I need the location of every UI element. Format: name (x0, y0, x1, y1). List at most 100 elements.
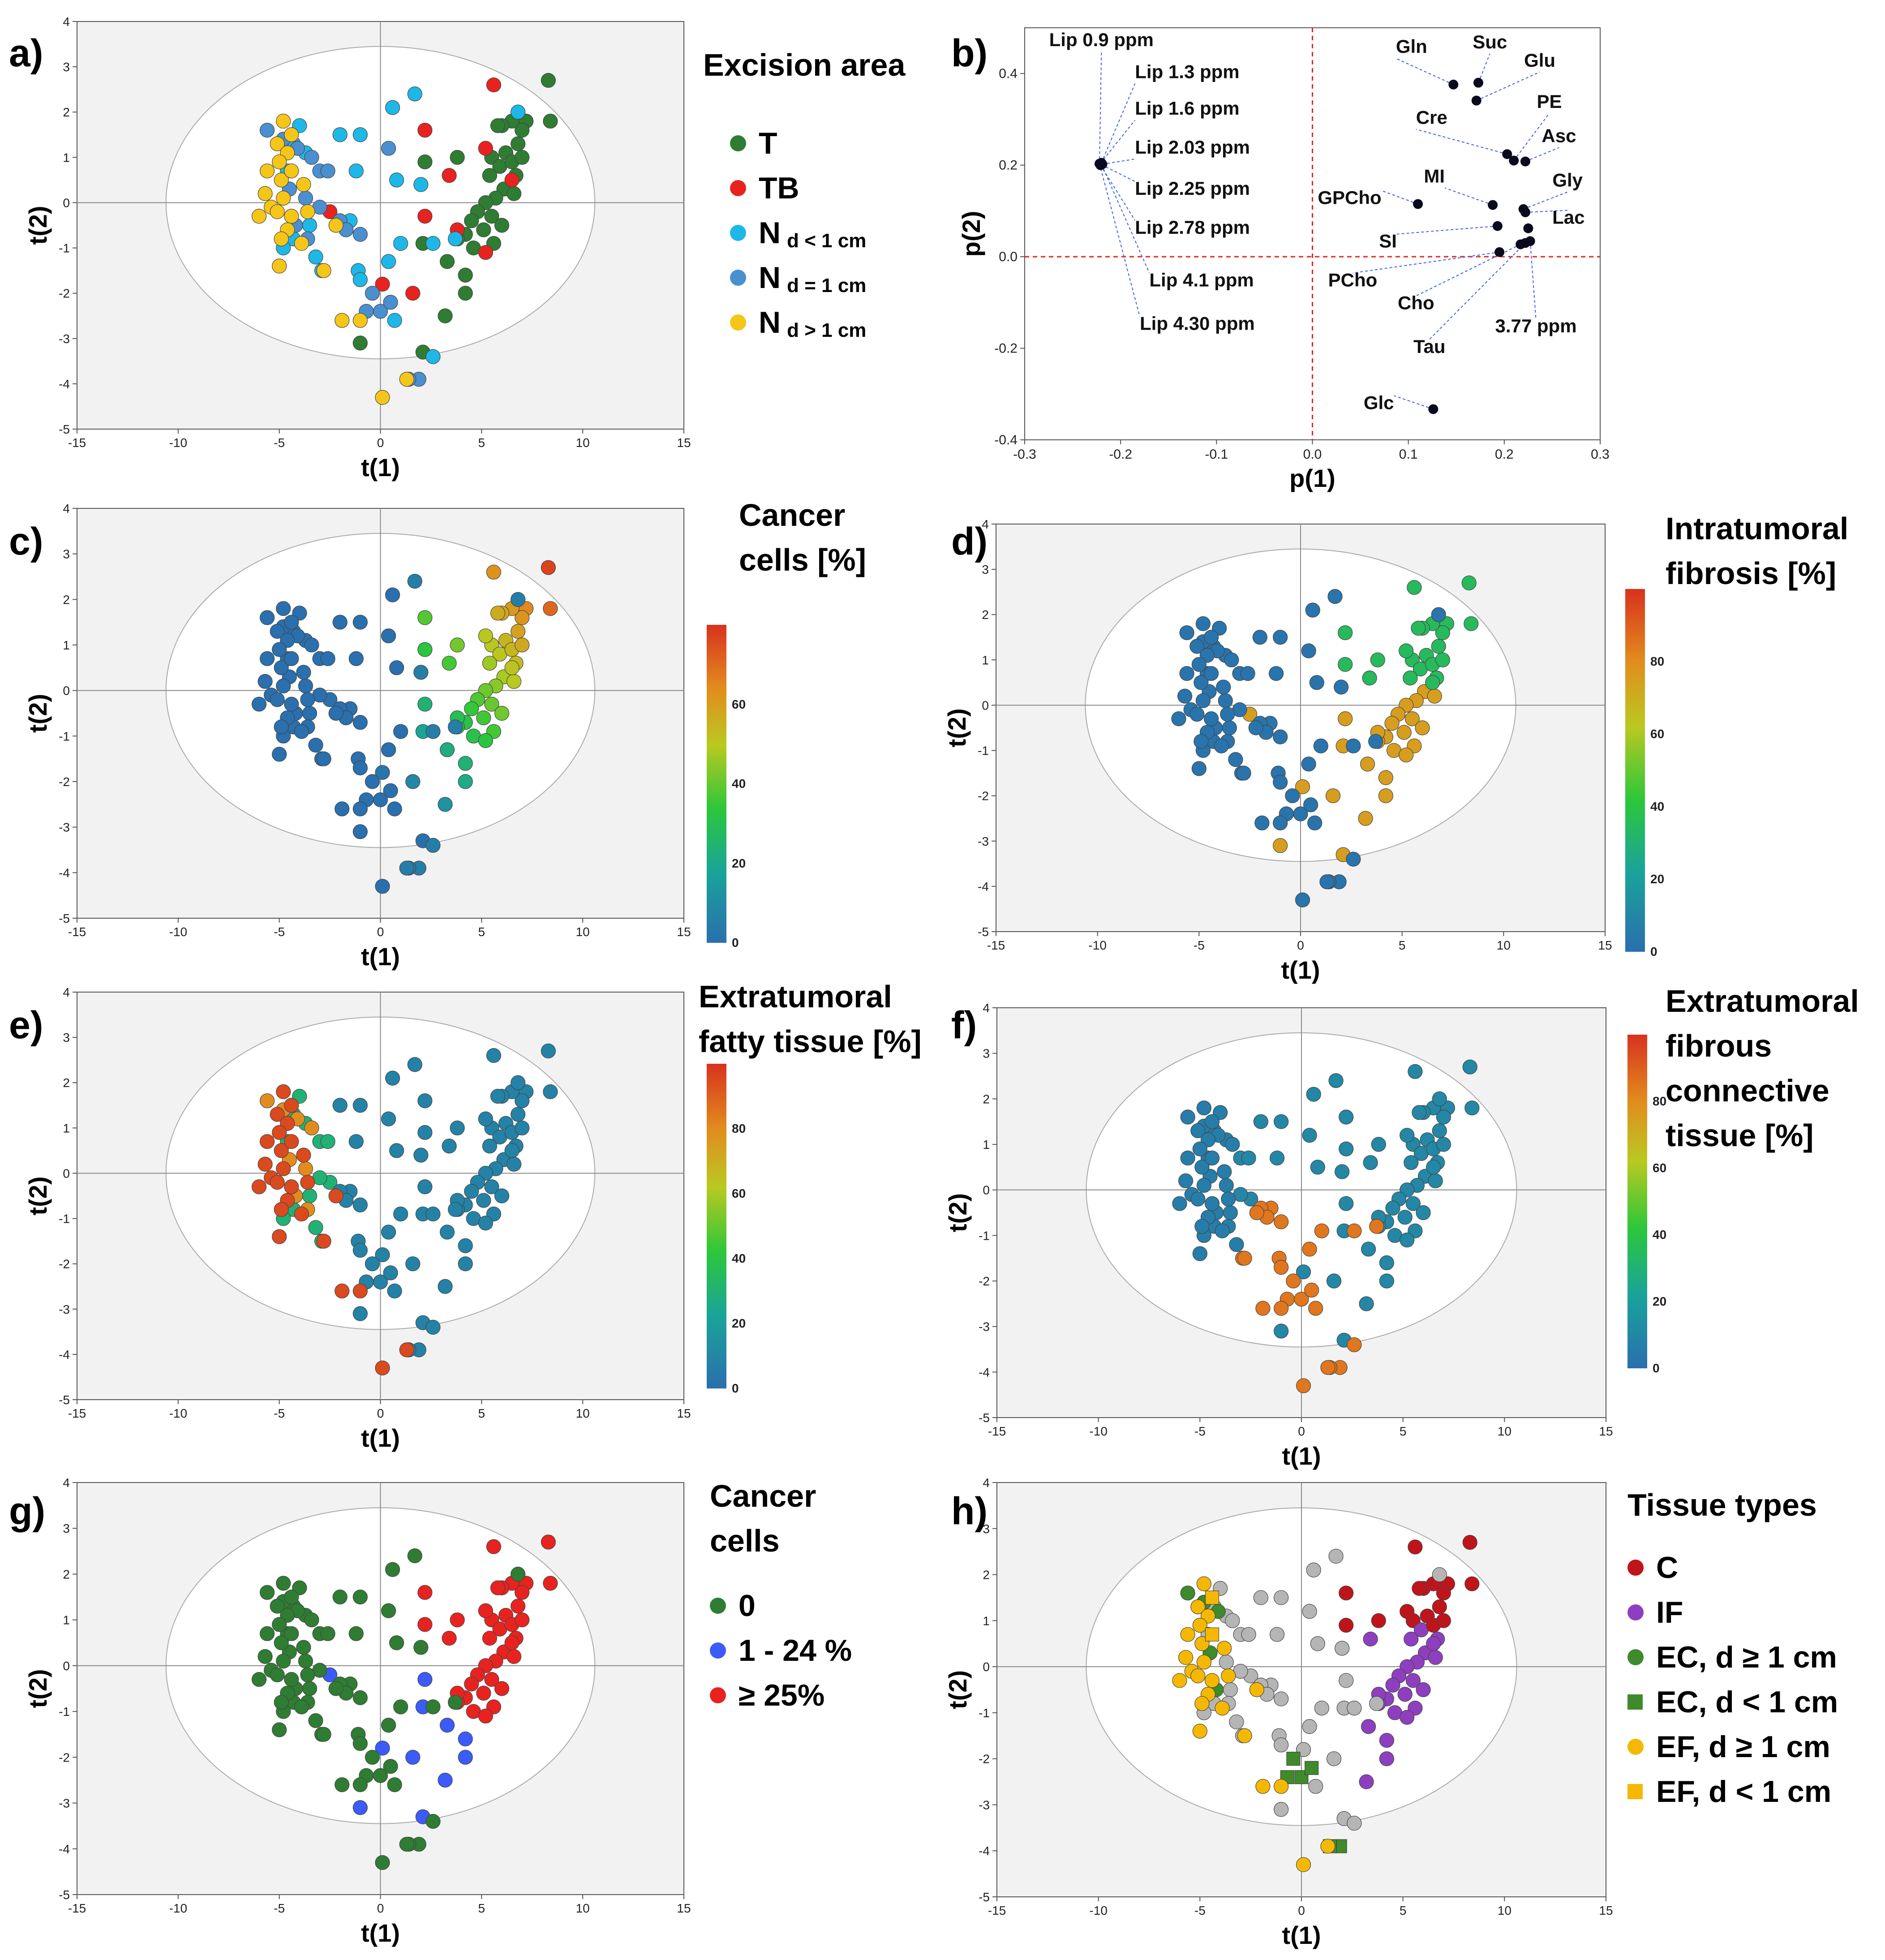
legend-marker (730, 180, 746, 196)
legend-item: EF, d ≥ 1 cm (1627, 1724, 1838, 1769)
x-tick-label: 15 (677, 1901, 691, 1915)
data-point (1362, 671, 1377, 686)
data-point (438, 1772, 453, 1788)
data-point (1426, 1160, 1441, 1175)
y-tick-label: -1 (978, 744, 989, 758)
data-point (284, 1134, 299, 1149)
colorbar-gradient (707, 625, 726, 943)
data-point (1359, 1774, 1374, 1789)
data-point (1274, 1779, 1289, 1794)
data-point (478, 1603, 493, 1618)
colorbar-tick-label: 40 (732, 777, 746, 791)
y-tick-label: 4 (983, 1001, 990, 1015)
data-point (1370, 652, 1385, 667)
data-point (439, 742, 455, 757)
data-point (1435, 652, 1450, 667)
data-point (458, 774, 473, 789)
x-tick-label: 0.2 (1495, 447, 1514, 462)
y-tick-label: -0.4 (994, 433, 1018, 447)
data-point (1295, 892, 1310, 907)
data-point (381, 254, 396, 269)
y-tick-label: -4 (978, 880, 989, 894)
legend-label: C (1656, 1551, 1679, 1585)
leader-line (1102, 159, 1135, 165)
leader-line (1416, 129, 1507, 155)
x-tick-label: 10 (576, 1901, 590, 1915)
metabolite-label: Gln (1396, 36, 1427, 57)
data-point (1397, 1210, 1413, 1225)
data-point (1347, 1337, 1362, 1352)
data-point (1326, 1273, 1342, 1289)
y-tick-label: -1 (979, 1229, 990, 1242)
data-point (476, 710, 491, 726)
data-point (1221, 1191, 1236, 1207)
data-point (1314, 1701, 1329, 1716)
y-tick-label: -3 (978, 834, 989, 848)
data-point (464, 1184, 479, 1199)
data-point (1378, 770, 1394, 785)
x-tick-label: 5 (1400, 1424, 1407, 1438)
leader-line (1525, 147, 1559, 162)
data-point (1361, 1242, 1376, 1257)
data-point (1274, 1259, 1289, 1275)
data-point (1180, 1627, 1195, 1642)
colorbar-tick-label: 20 (732, 1316, 746, 1330)
leader-line (1101, 164, 1135, 182)
data-point (1339, 1673, 1354, 1688)
data-point (1302, 1128, 1317, 1143)
data-point (381, 1718, 396, 1733)
metabolite-label: Lip 4.1 ppm (1149, 270, 1254, 291)
data-point (506, 186, 522, 201)
data-point (352, 1589, 368, 1605)
y-axis-label: t(2) (944, 1193, 972, 1232)
data-point (438, 1279, 453, 1294)
data-point (352, 615, 368, 630)
data-point (1347, 1815, 1362, 1831)
data-point (450, 150, 465, 165)
data-point (458, 267, 473, 283)
y-tick-label: 3 (63, 60, 70, 74)
data-point (1346, 738, 1361, 754)
x-tick-label: 5 (1399, 938, 1406, 952)
x-tick-label: -5 (274, 1406, 285, 1420)
data-point (413, 665, 429, 680)
y-tick-label: -2 (59, 1750, 70, 1764)
y-tick-label: -4 (59, 377, 70, 391)
data-point (1327, 589, 1343, 604)
data-point (476, 1685, 491, 1701)
y-tick-label: 0.4 (999, 66, 1018, 81)
data-point (251, 696, 267, 712)
data-point (1194, 734, 1209, 749)
data-point (541, 1043, 556, 1059)
data-point (464, 213, 479, 228)
data-point (308, 1713, 323, 1728)
legend-marker (730, 270, 746, 286)
y-tick-label: 3 (63, 1031, 70, 1044)
data-point (1399, 643, 1414, 658)
data-point (352, 272, 368, 287)
loading-point (1520, 207, 1530, 217)
data-point (511, 1566, 526, 1582)
data-point (478, 245, 493, 260)
data-point (1229, 1714, 1244, 1730)
data-point (304, 1612, 319, 1628)
y-tick-label: 0 (982, 698, 989, 712)
data-point-square (1305, 1761, 1319, 1775)
data-point (1328, 1073, 1344, 1088)
legend-title-c: Cancer cells [%] (739, 498, 866, 577)
data-point (413, 177, 429, 192)
data-point (1190, 1668, 1206, 1684)
y-tick-label: 2 (983, 1568, 990, 1582)
y-tick-label: -4 (59, 1842, 70, 1856)
leader-line (1394, 395, 1434, 410)
data-point (352, 760, 368, 776)
data-point (375, 1855, 390, 1870)
data-point (1396, 725, 1412, 740)
colorbar-c: 0 20 40 60 (707, 625, 746, 950)
panel-f: f) -15 -10 -5 0 5 10 15 -5 -4 -3 -2 -1 0 1 2 3 4 t(1) t(2)… (942, 972, 1885, 1470)
data-point (298, 1654, 313, 1669)
data-point (352, 335, 368, 351)
x-tick-label: 10 (576, 1406, 590, 1420)
